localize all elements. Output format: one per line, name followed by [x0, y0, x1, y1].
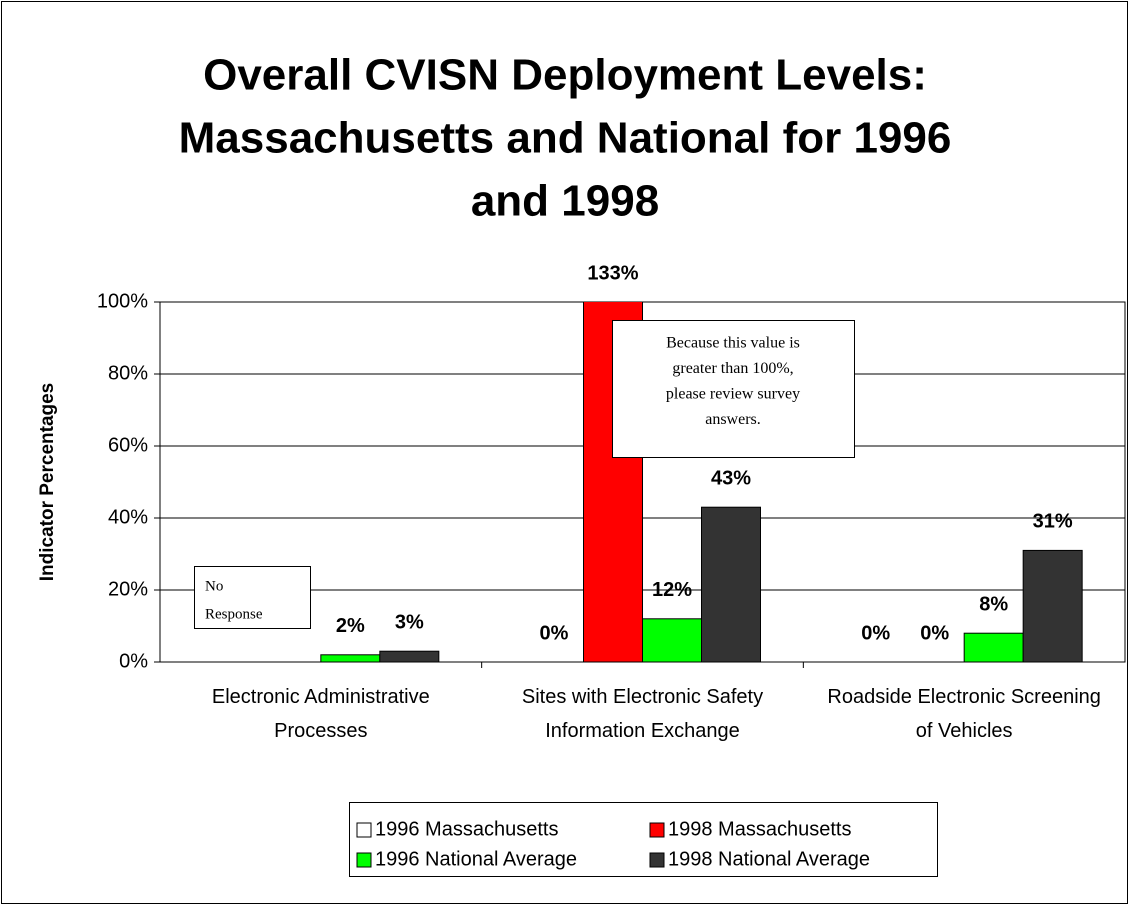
legend: [349, 802, 938, 877]
bar: [320, 654, 381, 662]
legend-label: 1998 National Average: [668, 848, 870, 870]
bar: [1022, 549, 1083, 662]
y-tick-label: 60%: [108, 434, 148, 456]
legend-label: 1998 Massachusetts: [668, 818, 851, 840]
chart-title: Overall CVISN Deployment Levels:: [203, 51, 927, 100]
annotation-text: please review survey: [666, 386, 800, 403]
data-label: 0%: [920, 622, 949, 644]
bar: [379, 650, 440, 662]
legend-swatch: [356, 852, 372, 868]
bar: [963, 632, 1024, 662]
y-tick-label: 40%: [108, 506, 148, 528]
data-label: 3%: [395, 611, 424, 633]
chart-title: Massachusetts and National for 1996: [179, 114, 952, 163]
data-label: 2%: [336, 615, 365, 637]
y-tick-label: 80%: [108, 362, 148, 384]
annotation-text: answers.: [705, 411, 761, 428]
bar: [642, 618, 702, 662]
annotation-box: [612, 320, 855, 458]
data-label: 8%: [979, 593, 1008, 615]
annotation-text: Because this value is: [666, 335, 800, 352]
data-label: 0%: [540, 622, 569, 644]
chart-title: and 1998: [471, 177, 659, 226]
legend-label: 1996 Massachusetts: [375, 818, 558, 840]
data-label: 31%: [1033, 511, 1073, 533]
y-axis-label: Indicator Percentages: [37, 383, 58, 582]
annotation-text: No: [205, 578, 223, 594]
bar: [701, 506, 761, 662]
data-label: 12%: [652, 579, 692, 601]
y-tick-label: 20%: [108, 578, 148, 600]
annotation-text: Response: [205, 606, 263, 622]
annotation-box: [194, 566, 311, 629]
x-tick-label: Sites with Electronic Safety Information …: [522, 686, 763, 742]
legend-swatch: [649, 822, 665, 838]
x-tick-label: Electronic Administrative Processes: [212, 686, 430, 742]
legend-label: 1996 National Average: [375, 848, 577, 870]
y-tick-label: 100%: [97, 290, 148, 312]
legend-swatch: [356, 822, 372, 838]
legend-swatch: [649, 852, 665, 868]
y-tick-label: 0%: [119, 650, 148, 672]
data-label: 0%: [861, 622, 890, 644]
x-tick-label: Roadside Electronic Screening of Vehicles: [827, 686, 1101, 742]
annotation-text: greater than 100%,: [672, 360, 793, 377]
data-label: 43%: [711, 467, 751, 489]
data-label: 133%: [587, 262, 638, 284]
